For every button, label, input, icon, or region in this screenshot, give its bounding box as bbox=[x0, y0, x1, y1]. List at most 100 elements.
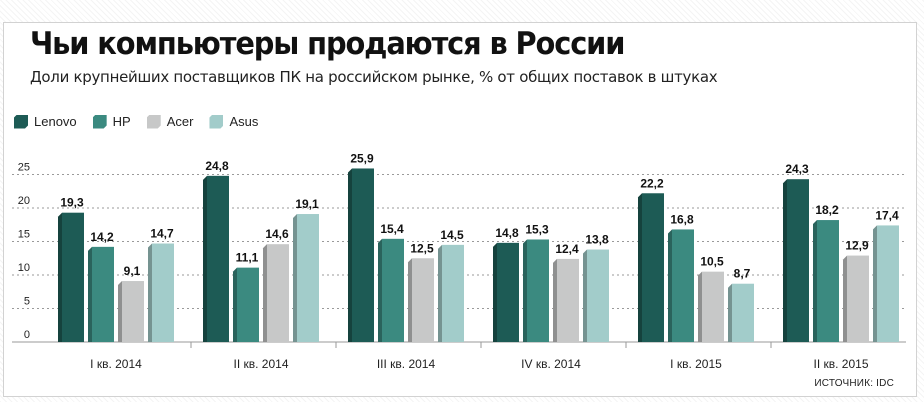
x-tick-label: III кв. 2014 bbox=[377, 357, 436, 371]
bar-lenovo bbox=[497, 242, 519, 342]
bar-side-lenovo bbox=[493, 242, 497, 342]
bar-side-hp bbox=[813, 220, 817, 342]
bar-side-lenovo bbox=[638, 193, 642, 342]
bar-hp bbox=[817, 220, 839, 342]
data-label-hp: 14,2 bbox=[90, 230, 114, 244]
data-label-acer: 14,6 bbox=[265, 227, 289, 241]
bar-hp bbox=[672, 229, 694, 342]
data-label-lenovo: 24,8 bbox=[205, 159, 229, 173]
legend-label-lenovo: Lenovo bbox=[34, 114, 77, 129]
y-tick-label: 25 bbox=[18, 162, 30, 174]
bar-lenovo bbox=[787, 179, 809, 342]
y-tick-label: 0 bbox=[24, 329, 30, 341]
y-tick-label: 10 bbox=[18, 262, 30, 274]
data-label-lenovo: 19,3 bbox=[60, 196, 84, 210]
bar-lenovo bbox=[642, 193, 664, 342]
bar-side-acer bbox=[263, 244, 267, 342]
bar-side-lenovo bbox=[203, 175, 207, 342]
source-note: ИСТОЧНИК: IDC bbox=[814, 378, 894, 389]
bar-side-hp bbox=[88, 246, 92, 342]
data-label-asus: 14,5 bbox=[440, 228, 464, 242]
data-label-hp: 16,8 bbox=[670, 212, 694, 226]
bar-lenovo bbox=[62, 212, 84, 342]
legend-swatch-lenovo bbox=[14, 115, 28, 129]
data-label-acer: 12,9 bbox=[845, 239, 869, 253]
data-label-asus: 8,7 bbox=[734, 267, 751, 281]
bar-hp bbox=[527, 239, 549, 342]
bar-acer bbox=[267, 244, 289, 342]
legend-item-lenovo: Lenovo bbox=[14, 114, 77, 129]
bar-side-acer bbox=[553, 258, 557, 342]
data-label-hp: 15,4 bbox=[380, 222, 404, 236]
data-label-hp: 18,2 bbox=[815, 203, 839, 217]
bar-side-hp bbox=[233, 267, 237, 342]
bar-hp bbox=[237, 267, 259, 342]
data-label-asus: 17,4 bbox=[875, 208, 899, 222]
chart-subtitle: Доли крупнейших поставщиков ПК на россий… bbox=[30, 68, 718, 86]
data-label-asus: 14,7 bbox=[150, 227, 174, 241]
bar-asus bbox=[587, 249, 609, 342]
legend-swatch-hp bbox=[93, 115, 107, 129]
data-label-hp: 11,1 bbox=[236, 251, 259, 265]
bar-side-acer bbox=[408, 258, 412, 342]
page-title: Чьи компьютеры продаются в России bbox=[30, 26, 625, 62]
bar-side-lenovo bbox=[348, 168, 352, 342]
x-tick-label: I кв. 2015 bbox=[670, 357, 722, 371]
bar-acer bbox=[412, 258, 434, 342]
legend-item-acer: Acer bbox=[147, 114, 194, 129]
bar-side-asus bbox=[438, 244, 442, 342]
bar-side-lenovo bbox=[783, 179, 787, 342]
data-label-asus: 13,8 bbox=[585, 233, 609, 247]
data-label-acer: 12,4 bbox=[555, 242, 579, 256]
y-tick-label: 5 bbox=[24, 296, 30, 308]
y-tick-label: 20 bbox=[18, 195, 30, 207]
bar-hp bbox=[382, 238, 404, 342]
bar-acer bbox=[847, 255, 869, 342]
data-label-hp: 15,3 bbox=[525, 222, 549, 236]
data-label-acer: 9,1 bbox=[124, 264, 141, 278]
bar-acer bbox=[557, 258, 579, 342]
bar-asus bbox=[877, 225, 899, 342]
data-label-lenovo: 14,8 bbox=[495, 226, 519, 240]
data-label-lenovo: 24,3 bbox=[785, 162, 809, 176]
legend-item-hp: HP bbox=[93, 114, 131, 129]
legend-label-hp: HP bbox=[112, 114, 131, 129]
bar-asus bbox=[297, 214, 319, 342]
bar-side-asus bbox=[293, 214, 297, 342]
bar-side-asus bbox=[148, 243, 152, 342]
bar-acer bbox=[702, 271, 724, 342]
bar-side-asus bbox=[728, 283, 732, 342]
bar-side-acer bbox=[698, 271, 702, 342]
legend-label-asus: Asus bbox=[229, 114, 259, 129]
bar-lenovo bbox=[207, 175, 229, 342]
x-tick-label: II кв. 2015 bbox=[814, 357, 869, 371]
bar-side-asus bbox=[583, 249, 587, 342]
data-label-asus: 19,1 bbox=[295, 197, 319, 211]
bar-side-acer bbox=[118, 281, 122, 342]
legend-swatch-acer bbox=[147, 115, 161, 129]
bar-side-asus bbox=[873, 225, 877, 342]
bar-side-acer bbox=[843, 255, 847, 342]
bar-side-lenovo bbox=[58, 212, 62, 342]
x-tick-label: IV кв. 2014 bbox=[521, 357, 581, 371]
y-tick-label: 15 bbox=[18, 229, 30, 241]
data-label-lenovo: 25,9 bbox=[350, 151, 374, 165]
data-label-lenovo: 22,2 bbox=[640, 176, 664, 190]
bar-side-hp bbox=[378, 238, 382, 342]
bar-asus bbox=[442, 244, 464, 342]
x-tick-label: I кв. 2014 bbox=[90, 357, 142, 371]
bar-asus bbox=[152, 243, 174, 342]
bar-lenovo bbox=[352, 168, 374, 342]
bar-asus bbox=[732, 283, 754, 342]
bar-side-hp bbox=[523, 239, 527, 342]
legend: Lenovo HP Acer Asus bbox=[14, 114, 274, 129]
data-label-acer: 12,5 bbox=[410, 241, 434, 255]
bar-hp bbox=[92, 246, 114, 342]
bar-acer bbox=[122, 281, 144, 342]
legend-label-acer: Acer bbox=[166, 114, 194, 129]
bar-side-hp bbox=[668, 229, 672, 342]
legend-item-asus: Asus bbox=[209, 114, 258, 129]
x-tick-label: II кв. 2014 bbox=[234, 357, 289, 371]
legend-swatch-asus bbox=[209, 115, 223, 129]
